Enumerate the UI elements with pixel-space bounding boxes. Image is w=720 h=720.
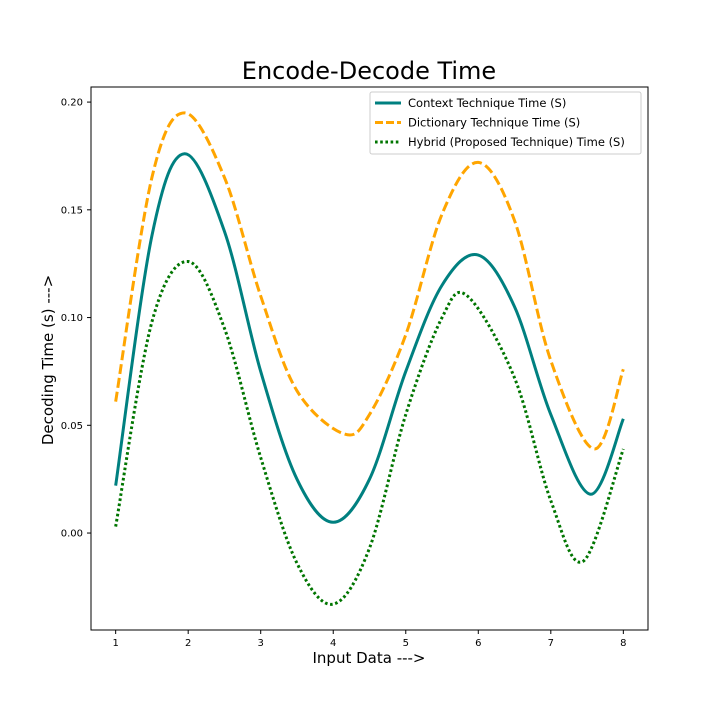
x-tick-label: 5 <box>403 638 409 649</box>
x-tick-label: 4 <box>330 638 336 649</box>
legend-label-3: Hybrid (Proposed Technique) Time (S) <box>408 135 625 149</box>
y-axis-label: Decoding Time (s) ---> <box>39 275 57 445</box>
legend-label-1: Context Technique Time (S) <box>408 96 566 110</box>
y-tick-label: 0.20 <box>61 98 83 109</box>
series-line-2 <box>114 111 625 451</box>
chart-title: Encode-Decode Time <box>242 57 496 85</box>
x-tick-label: 2 <box>185 638 191 649</box>
plot-area: 1 2 3 4 5 6 7 8 0.00 0.05 0.10 0.15 0.20 <box>61 86 649 649</box>
y-tick-label: 0.00 <box>61 529 83 540</box>
x-tick-label: 8 <box>620 638 626 649</box>
x-tick-label: 1 <box>112 638 118 649</box>
series-line-1 <box>114 152 625 524</box>
x-tick-label: 7 <box>548 638 554 649</box>
y-tick-label: 0.15 <box>61 205 83 216</box>
x-axis-label: Input Data ---> <box>313 649 426 667</box>
legend: Context Technique Time (S) Dictionary Tec… <box>369 91 642 155</box>
y-tick-label: 0.05 <box>61 421 83 432</box>
axes-frame <box>90 86 649 631</box>
y-tick-label: 0.10 <box>61 313 83 324</box>
legend-box <box>369 91 642 155</box>
x-tick-label: 6 <box>475 638 481 649</box>
x-tick-label: 3 <box>258 638 264 649</box>
legend-label-2: Dictionary Technique Time (S) <box>408 116 580 130</box>
series-line-3 <box>114 260 625 606</box>
